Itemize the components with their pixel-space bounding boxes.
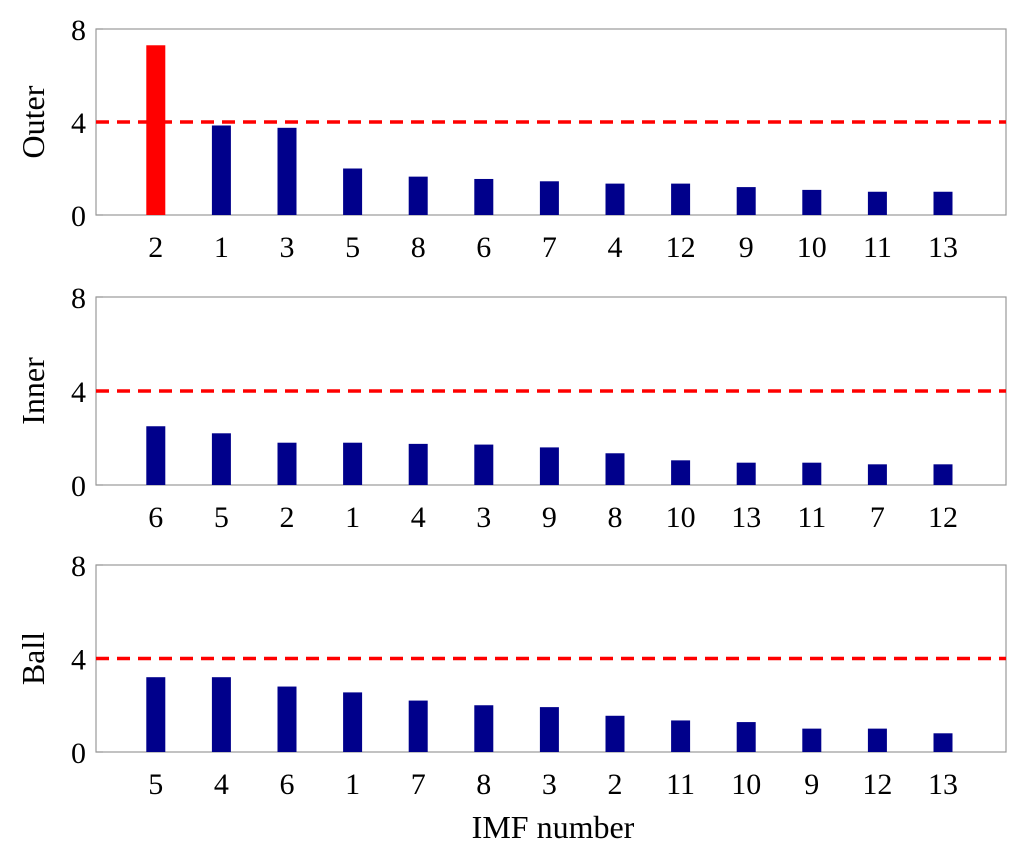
bar-imf-8 — [408, 176, 428, 215]
x-tick-label: 2 — [608, 768, 623, 801]
x-tick-label: 12 — [862, 768, 892, 801]
bar-imf-8 — [605, 453, 625, 485]
bar-imf-9 — [539, 447, 559, 485]
x-tick-label: 12 — [666, 231, 696, 264]
bar-imf-13 — [736, 462, 756, 485]
bar-imf-4 — [408, 443, 428, 485]
y-tick-label: 8 — [71, 550, 86, 583]
panel-ball: 0 4 8 Ball 5 4 6 1 7 8 3 2 11 10 9 12 13 — [15, 550, 1007, 801]
bar-imf-3 — [277, 127, 297, 215]
x-tick-label: 3 — [542, 768, 557, 801]
x-tick-label: 8 — [411, 231, 426, 264]
bar-imf-6 — [474, 178, 494, 215]
x-tick-label: 4 — [608, 231, 623, 264]
bar-imf-6 — [146, 426, 166, 485]
x-tick-label: 11 — [863, 231, 892, 264]
x-tick-label: 5 — [148, 768, 163, 801]
x-tick-label: 5 — [345, 231, 360, 264]
x-tick-label: 6 — [476, 231, 491, 264]
x-tick-label: 7 — [411, 768, 426, 801]
x-tick-label: 5 — [214, 501, 229, 534]
x-tick-label: 2 — [280, 501, 295, 534]
x-tick-label: 13 — [928, 231, 958, 264]
x-tick-label: 1 — [345, 768, 360, 801]
x-tick-label: 12 — [928, 501, 958, 534]
x-tick-label: 9 — [739, 231, 754, 264]
x-tick-label: 1 — [214, 231, 229, 264]
x-tick-label: 4 — [214, 768, 229, 801]
y-tick-label: 0 — [71, 737, 86, 770]
x-tick-label: 9 — [542, 501, 557, 534]
bar-imf-9 — [736, 187, 756, 215]
x-tick-label: 10 — [666, 501, 696, 534]
x-tick-label: 8 — [476, 768, 491, 801]
x-tick-label: 10 — [797, 231, 827, 264]
x-tick-label: 13 — [731, 501, 761, 534]
y-axis-label: Inner — [15, 357, 51, 425]
y-tick-label: 4 — [71, 644, 86, 677]
y-tick-label: 8 — [71, 282, 86, 315]
x-tick-label: 11 — [666, 768, 695, 801]
bar-imf-11 — [867, 191, 887, 215]
bar-imf-12 — [867, 728, 887, 752]
bar-imf-5 — [343, 168, 363, 215]
bar-imf-13 — [933, 733, 953, 752]
bar-imf-1 — [343, 442, 363, 485]
y-axis-label: Outer — [15, 85, 51, 158]
bar-imf-13 — [933, 191, 953, 215]
x-tick-label: 10 — [731, 768, 761, 801]
panel-inner: 0 4 8 Inner 6 5 2 1 4 3 9 8 10 13 11 7 12 — [15, 282, 1007, 534]
bar-imf-10 — [736, 722, 756, 752]
bar-imf-1 — [343, 692, 363, 752]
bar-imf-5 — [146, 677, 166, 752]
x-tick-label: 3 — [280, 231, 295, 264]
x-tick-label: 7 — [542, 231, 557, 264]
bar-imf-4 — [211, 677, 231, 752]
bar-imf-3 — [539, 707, 559, 752]
bar-imf-7 — [539, 181, 559, 215]
x-tick-label: 1 — [345, 501, 360, 534]
x-tick-label: 9 — [804, 768, 819, 801]
x-tick-label: 13 — [928, 768, 958, 801]
y-tick-label: 0 — [71, 200, 86, 233]
y-tick-label: 4 — [71, 107, 86, 140]
x-tick-label: 2 — [148, 231, 163, 264]
x-tick-label: 7 — [870, 501, 885, 534]
x-tick-label: 6 — [148, 501, 163, 534]
y-tick-label: 0 — [71, 470, 86, 503]
bar-imf-2 — [146, 45, 166, 216]
bar-imf-10 — [802, 189, 822, 215]
bar-imf-2 — [605, 715, 625, 752]
x-tick-label: 11 — [797, 501, 826, 534]
x-tick-label: 3 — [476, 501, 491, 534]
bar-imf-1 — [211, 125, 231, 215]
y-tick-label: 8 — [71, 14, 86, 47]
bar-imf-7 — [867, 464, 887, 485]
bar-imf-7 — [408, 700, 428, 752]
bar-imf-12 — [671, 183, 691, 215]
x-tick-label: 4 — [411, 501, 426, 534]
x-tick-label: 6 — [280, 768, 295, 801]
bar-imf-5 — [211, 433, 231, 485]
bar-imf-8 — [474, 705, 494, 752]
bar-imf-11 — [802, 462, 822, 485]
bar-imf-4 — [605, 183, 625, 215]
y-tick-label: 4 — [71, 376, 86, 409]
bar-imf-9 — [802, 728, 822, 752]
bar-imf-3 — [474, 444, 494, 485]
bar-imf-6 — [277, 686, 297, 752]
bar-imf-10 — [671, 460, 691, 485]
bar-imf-2 — [277, 442, 297, 485]
y-axis-label: Ball — [15, 632, 51, 685]
bar-imf-12 — [933, 464, 953, 485]
x-axis-label: IMF number — [472, 809, 635, 845]
bar-imf-11 — [671, 720, 691, 752]
x-tick-label: 8 — [608, 501, 623, 534]
